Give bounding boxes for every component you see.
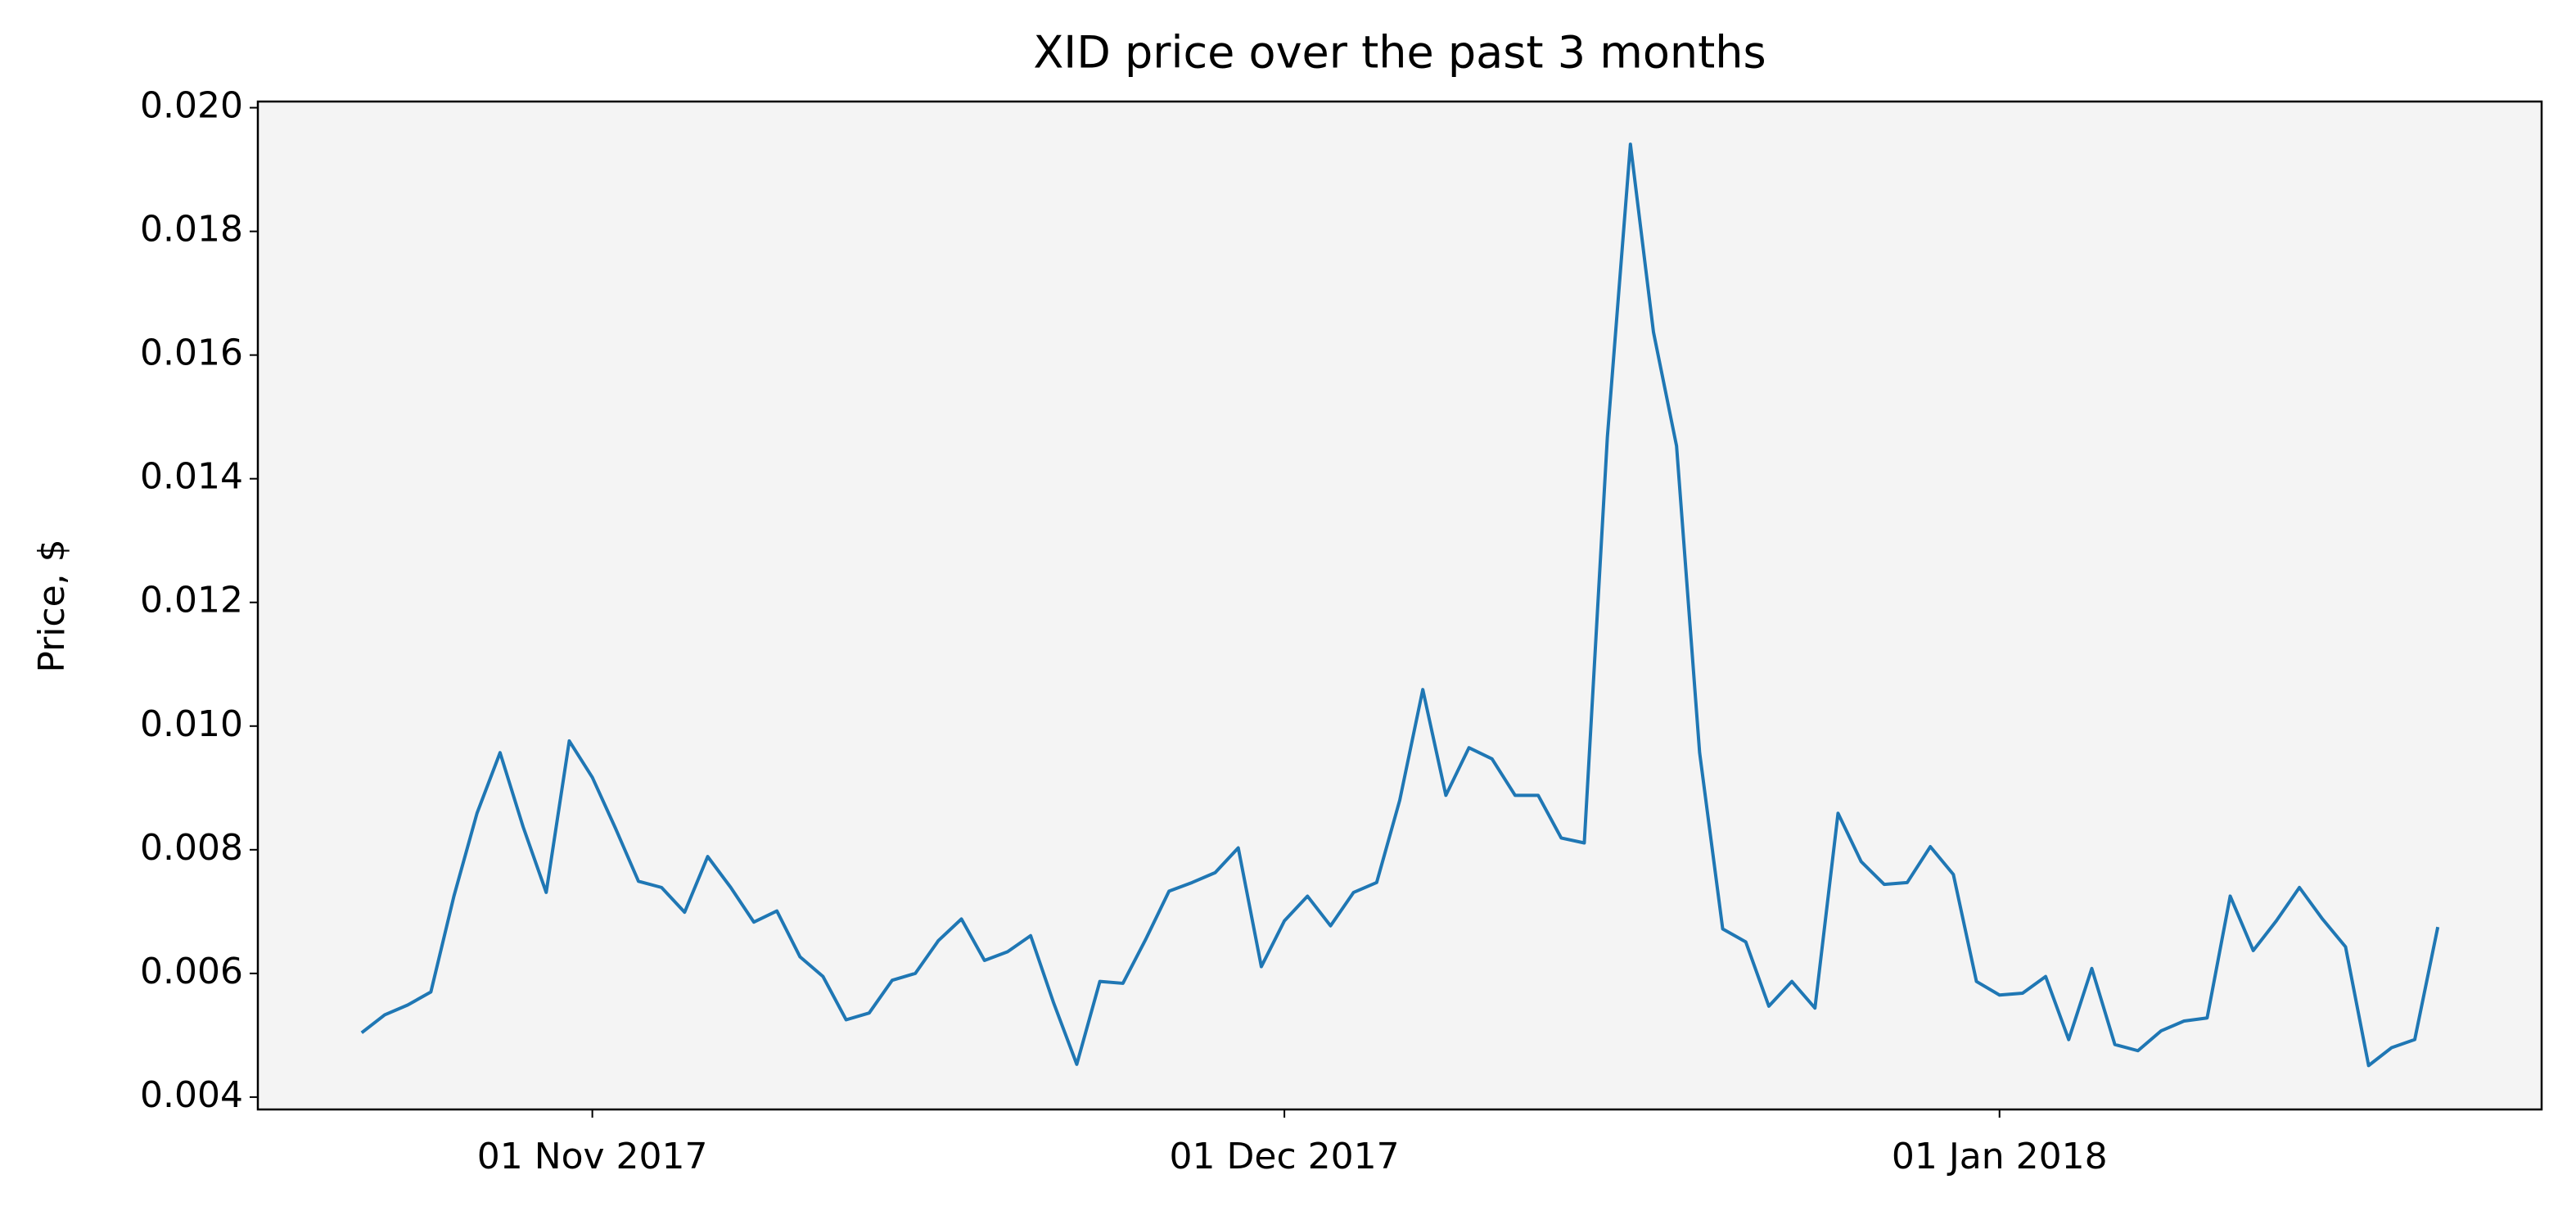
y-tick-label: 0.016 [140,332,243,374]
y-tick-label: 0.004 [140,1074,243,1116]
y-tick-label: 0.020 [140,85,243,127]
y-axis-label: Price, $ [31,539,73,672]
x-tick-label: 01 Dec 2017 [1170,1136,1400,1177]
plot-area [258,102,2542,1109]
y-tick-label: 0.006 [140,951,243,992]
y-tick-label: 0.008 [140,827,243,869]
y-tick-label: 0.010 [140,703,243,745]
chart-title: XID price over the past 3 months [1033,27,1766,79]
y-tick-label: 0.014 [140,456,243,498]
price-line [360,142,2440,1068]
axes-frame [256,100,2543,1111]
x-tick-label: 01 Jan 2018 [1892,1136,2108,1177]
x-tick-label: 01 Nov 2017 [477,1136,708,1177]
y-tick-label: 0.018 [140,209,243,251]
y-tick-label: 0.012 [140,580,243,621]
